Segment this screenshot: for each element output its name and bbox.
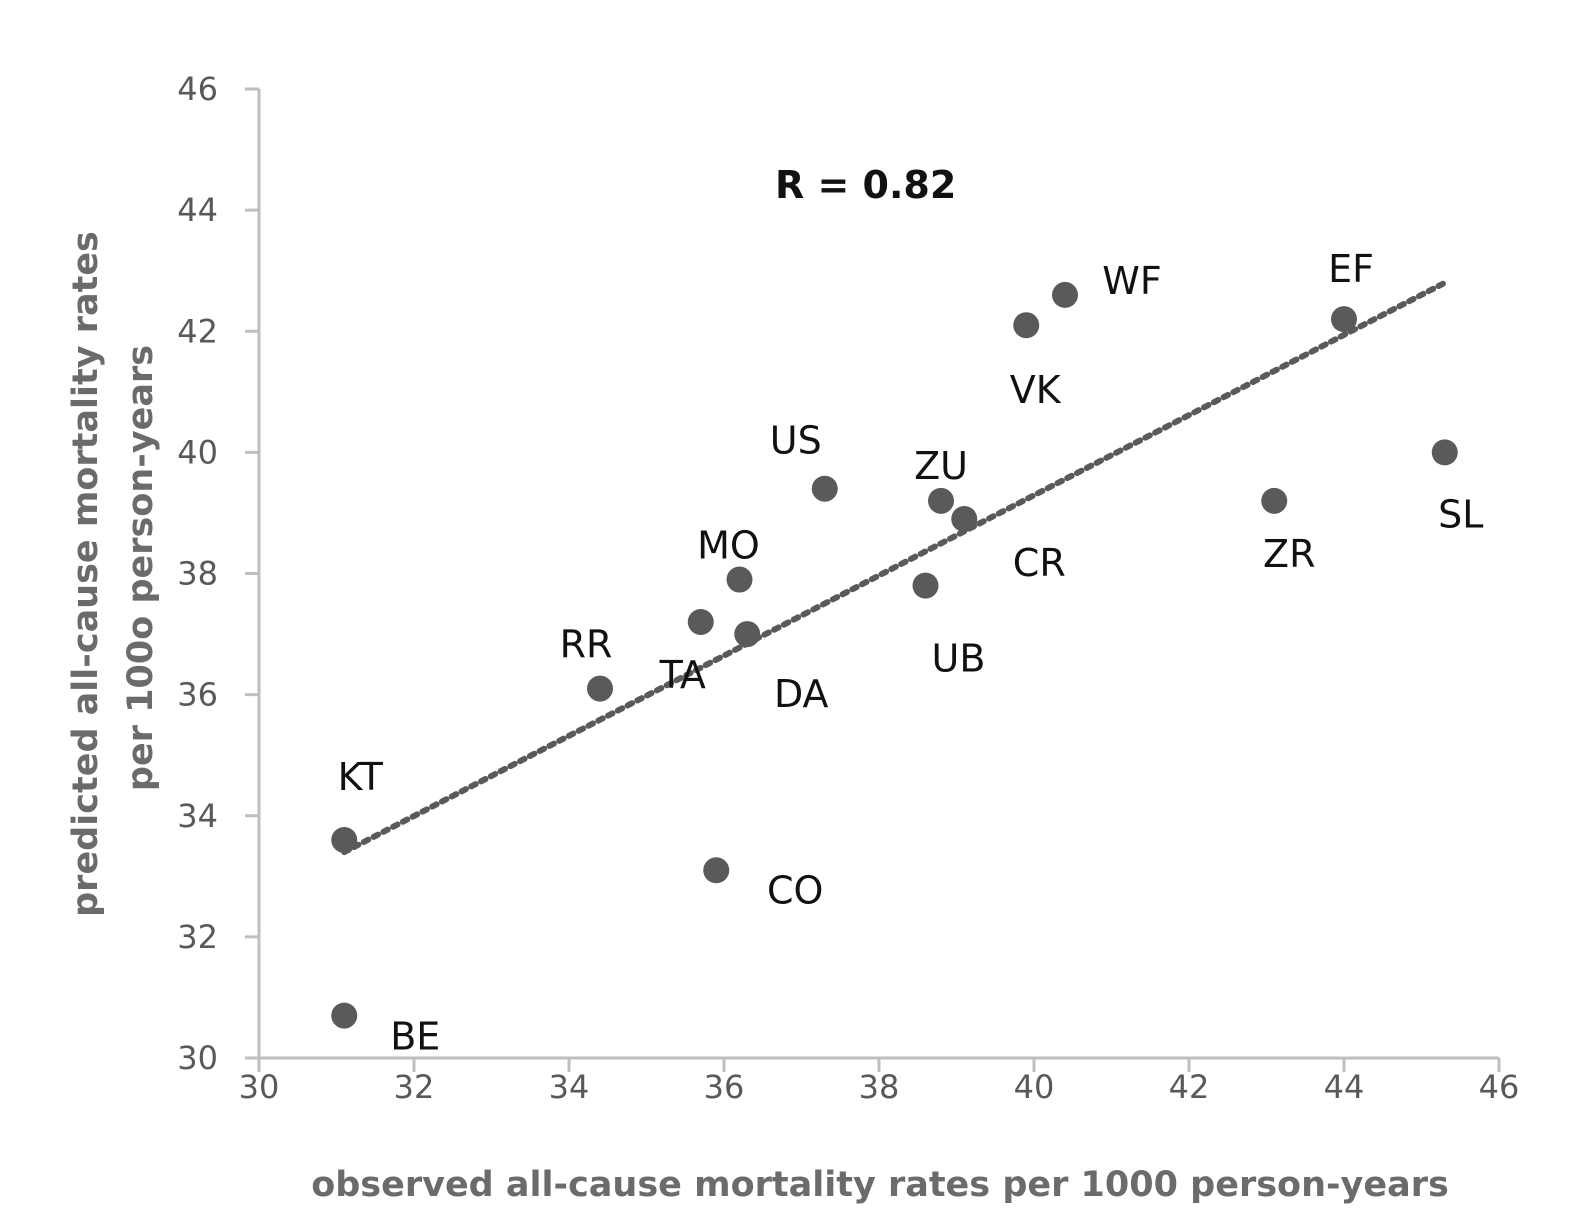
data-point-mo <box>726 566 753 593</box>
data-point-sl <box>1431 439 1458 466</box>
y-tick-label: 34 <box>177 797 218 835</box>
data-point-vk <box>1013 312 1040 339</box>
data-point-wf <box>1052 281 1078 308</box>
x-tick-label: 44 <box>1324 1068 1365 1106</box>
y-tick-label: 40 <box>177 433 218 471</box>
y-tick-label: 36 <box>177 676 218 714</box>
point-label-ta: TA <box>659 653 706 697</box>
y-axis-title-line-2: per 100o person-years <box>121 345 161 791</box>
x-tick-label: 30 <box>239 1068 280 1106</box>
point-label-rr: RR <box>560 623 613 667</box>
data-point-us <box>811 475 838 502</box>
point-label-kt: KT <box>338 755 384 799</box>
trendline-group <box>341 279 1448 856</box>
points-group <box>331 281 1458 1029</box>
point-label-zu: ZU <box>914 444 968 488</box>
point-label-vk: VK <box>1010 368 1062 412</box>
point-label-da: DA <box>774 672 829 716</box>
point-label-us: US <box>770 419 822 463</box>
point-label-be: BE <box>390 1015 440 1059</box>
correlation-annotation: R = 0.82 <box>775 163 956 207</box>
data-point-rr <box>587 675 613 702</box>
x-tick-label: 36 <box>704 1068 745 1106</box>
data-point-ef <box>1331 306 1357 333</box>
y-axis-title-line-1: predicted all-cause mortality rates <box>66 231 106 917</box>
y-tick-label: 32 <box>177 918 218 956</box>
point-label-co: CO <box>767 868 823 912</box>
data-point-kt <box>331 826 358 853</box>
point-label-ef: EF <box>1328 247 1374 291</box>
axes: 30 32 34 36 38 40 42 44 46 30 32 34 36 38 40 42 44 46 <box>177 70 1519 1106</box>
x-tick-label: 46 <box>1479 1068 1520 1106</box>
trendline <box>341 279 1448 856</box>
x-tick-label: 38 <box>859 1068 900 1106</box>
point-label-wf: WF <box>1102 259 1161 303</box>
y-tick-label: 38 <box>177 555 218 593</box>
point-label-sl: SL <box>1438 492 1483 536</box>
data-point-zu <box>928 487 954 514</box>
data-point-da <box>734 621 761 648</box>
x-axis-title: observed all-cause mortality rates per 1… <box>311 1165 1449 1205</box>
x-tick-label: 42 <box>1169 1068 1210 1106</box>
point-labels-group: KT BE RR TA CO MO DA US UB ZU CR VK WF ZR EF SL <box>338 247 1484 1058</box>
data-point-be <box>331 1002 358 1029</box>
point-label-cr: CR <box>1013 541 1066 585</box>
point-label-mo: MO <box>697 524 760 568</box>
point-label-ub: UB <box>932 637 986 681</box>
data-point-cr <box>951 505 978 532</box>
data-point-ta <box>687 608 714 635</box>
x-tick-label: 32 <box>394 1068 435 1106</box>
y-tick-label: 42 <box>177 312 218 350</box>
x-tick-label: 40 <box>1014 1068 1055 1106</box>
data-point-zr <box>1261 487 1288 514</box>
data-point-ub <box>912 572 939 599</box>
y-tick-label: 30 <box>177 1039 218 1077</box>
x-tick-label: 34 <box>549 1068 590 1106</box>
data-point-co <box>703 857 730 884</box>
y-tick-label: 46 <box>177 70 218 108</box>
point-label-zr: ZR <box>1263 532 1315 576</box>
y-tick-label: 44 <box>177 191 218 229</box>
